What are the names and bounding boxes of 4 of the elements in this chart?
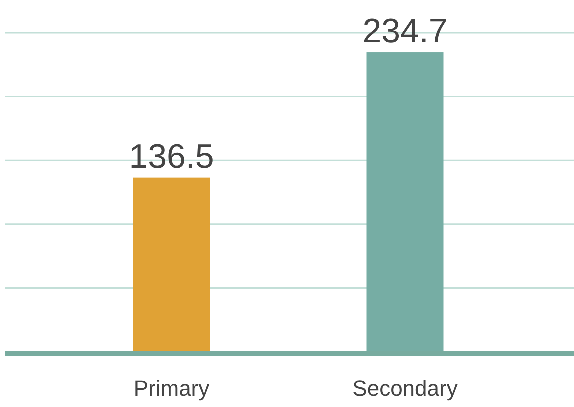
x-tick-label: Primary [134, 376, 210, 401]
data-label: 136.5 [129, 138, 214, 176]
x-tick-label: Secondary [352, 376, 458, 401]
data-label: 234.7 [362, 12, 448, 51]
